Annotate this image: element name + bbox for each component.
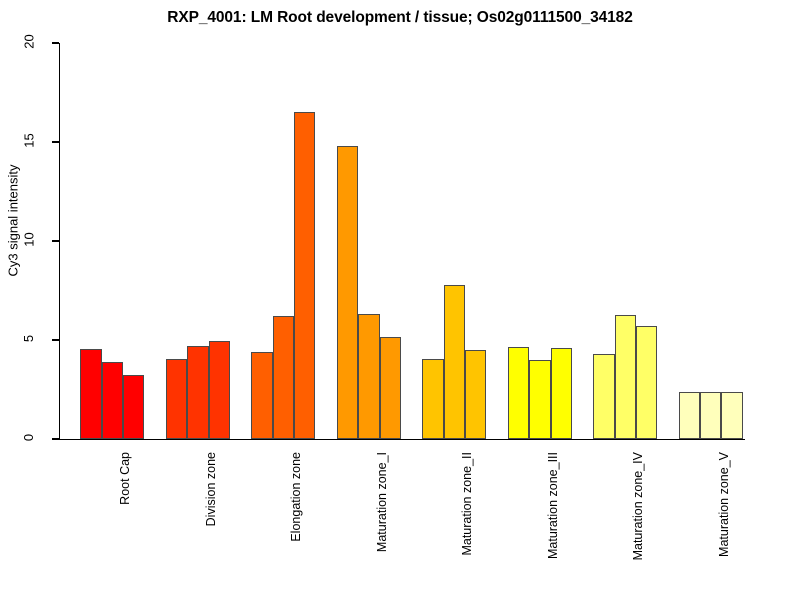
x-axis-label-text: Elongation zone <box>289 452 304 542</box>
x-axis-label: Maturation zone_I <box>375 452 389 552</box>
x-axis-label-text: Division zone <box>203 452 218 527</box>
bar <box>208 341 230 439</box>
bar <box>251 351 273 439</box>
x-axis-label: Maturation zone_V <box>717 452 731 557</box>
bar <box>636 325 658 439</box>
bar <box>379 337 401 439</box>
bar <box>443 284 466 439</box>
y-axis-tick <box>52 240 59 242</box>
x-axis-label: Maturation zone_IV <box>631 452 645 560</box>
bar <box>550 347 572 439</box>
bar <box>101 362 124 439</box>
bar <box>507 346 530 439</box>
y-axis-tick <box>52 141 59 143</box>
bar <box>678 392 701 439</box>
x-axis-label: Root Cap <box>118 452 132 505</box>
x-axis-label-text: Root Cap <box>118 452 133 505</box>
chart-title: RXP_4001: LM Root development / tissue; … <box>167 9 633 26</box>
y-axis-line <box>59 43 61 440</box>
bar <box>465 349 487 439</box>
x-axis-label: Division zone <box>204 452 218 526</box>
y-axis-tick <box>52 438 59 440</box>
y-axis-tick <box>52 42 59 44</box>
bar <box>700 392 722 439</box>
x-axis-label-text: Maturation zone_I <box>374 452 389 553</box>
bar <box>80 348 102 439</box>
bar <box>294 112 316 439</box>
bar <box>721 391 743 439</box>
x-axis-label-text: Maturation zone_III <box>545 452 560 560</box>
x-axis-label-text: Maturation zone_II <box>460 452 475 556</box>
bar <box>358 314 380 439</box>
x-axis-label-text: Maturation zone_IV <box>631 452 646 561</box>
bar <box>123 375 145 439</box>
bars-layer <box>80 112 743 439</box>
bar <box>187 345 209 439</box>
bar <box>422 358 444 439</box>
bar <box>529 360 551 439</box>
x-axis-label-text: Maturation zone_V <box>716 452 731 557</box>
bar <box>336 146 359 439</box>
x-axis-line <box>59 439 745 441</box>
x-axis-label: Elongation zone <box>289 452 303 542</box>
bar <box>593 354 615 439</box>
x-axis-label: Maturation zone_II <box>460 452 474 556</box>
bar <box>614 314 636 439</box>
bar <box>165 358 188 439</box>
bar <box>272 316 295 439</box>
y-axis-tick <box>52 339 59 341</box>
x-axis-label: Maturation zone_III <box>546 452 560 559</box>
